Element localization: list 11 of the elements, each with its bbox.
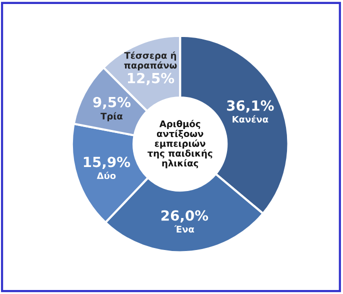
slice-label: Κανένα — [232, 115, 268, 123]
slice-label: Τρία — [100, 112, 122, 122]
data-label: 12,5% — [128, 72, 174, 86]
data-label: 36,1% — [227, 100, 274, 113]
slice-label: Ένα — [174, 225, 194, 233]
data-label: 15,9% — [84, 156, 130, 169]
slice-label: Τέσσερα ή παραπάνω — [124, 52, 177, 70]
slice-label: Δύο — [96, 172, 116, 180]
text: Αριθμός αντίξοων εμπειριών της παιδικής ηλικίας — [148, 120, 212, 168]
data-label: 26,0% — [161, 210, 208, 223]
data-label: 9,5% — [93, 96, 131, 110]
